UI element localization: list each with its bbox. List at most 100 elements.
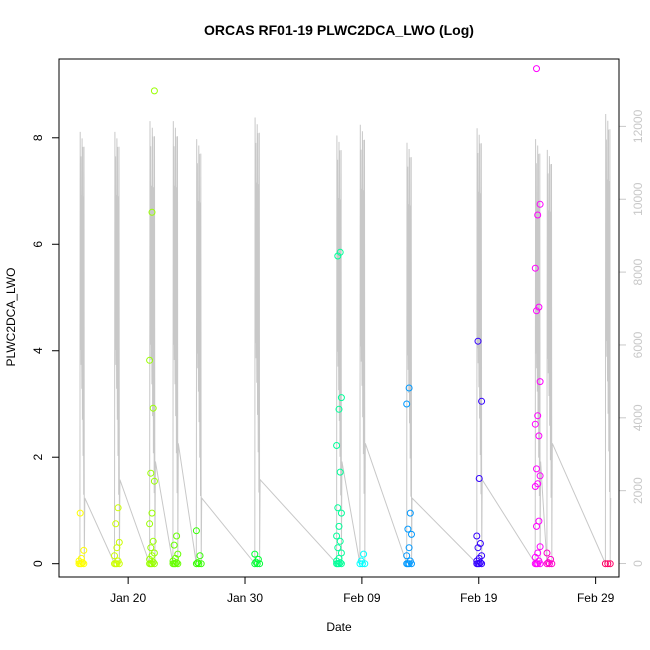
data-point — [149, 404, 157, 412]
data-point — [147, 544, 155, 552]
data-point — [534, 412, 542, 420]
data-point — [146, 356, 154, 364]
x-axis-label: Date — [326, 620, 352, 634]
data-point — [150, 549, 158, 557]
data-point — [114, 504, 122, 512]
data-point — [336, 468, 344, 476]
data-point — [146, 555, 154, 563]
data-point — [535, 557, 543, 565]
data-point — [251, 560, 259, 568]
y-tick-label: 8 — [31, 134, 45, 141]
data-point — [192, 527, 200, 535]
y2-tick-label: 2000 — [631, 477, 645, 504]
data-point — [336, 559, 344, 567]
data-point — [533, 65, 540, 73]
series-rf01 — [75, 509, 88, 568]
data-point — [533, 465, 540, 473]
data-point — [478, 397, 486, 405]
y-axis-label: PLWC2DCA_LWO — [4, 268, 18, 367]
data-point — [197, 560, 205, 568]
data-point — [334, 504, 342, 512]
data-point — [335, 405, 343, 413]
data-point — [403, 400, 411, 408]
data-point — [545, 560, 553, 568]
data-point — [148, 509, 156, 517]
series-rf09 — [403, 384, 415, 568]
series-rf12 — [543, 549, 556, 568]
data-point — [337, 394, 345, 402]
data-point — [360, 550, 368, 558]
data-point — [535, 303, 543, 311]
y-tick-label: 6 — [31, 241, 45, 248]
data-point — [80, 546, 88, 554]
data-point — [408, 530, 415, 538]
data-point — [601, 560, 609, 568]
data-point — [77, 554, 85, 562]
data-point — [535, 517, 543, 525]
x-tick-label: Jan 20 — [110, 591, 146, 605]
data-point — [334, 252, 342, 260]
series-rf13 — [601, 560, 614, 568]
data-point — [79, 559, 87, 567]
y2-tick-label: 12000 — [631, 109, 645, 143]
altitude-series — [79, 113, 612, 566]
y2-tick-label: 6000 — [631, 331, 645, 358]
data-point — [543, 549, 551, 557]
data-point — [548, 560, 556, 568]
data-point — [474, 337, 482, 345]
y-tick-label: 2 — [31, 454, 45, 461]
y-tick-label: 4 — [31, 347, 45, 354]
x-tick-label: Feb 29 — [577, 591, 615, 605]
series-rf07 — [333, 248, 345, 568]
data-point — [473, 532, 481, 540]
data-point — [192, 560, 200, 568]
data-point — [253, 560, 261, 568]
data-point — [195, 560, 203, 568]
data-point — [406, 509, 414, 517]
data-point — [251, 550, 259, 558]
data-point — [173, 559, 181, 567]
y-tick-label: 0 — [31, 560, 45, 567]
data-point — [149, 537, 157, 545]
y2-tick-label: 4000 — [631, 404, 645, 431]
data-point — [254, 555, 262, 563]
y2-tick-label: 8000 — [631, 258, 645, 285]
data-point — [336, 248, 344, 256]
data-point — [536, 472, 544, 480]
series-rf06 — [251, 550, 264, 568]
data-point — [335, 522, 343, 530]
data-point — [150, 560, 158, 568]
data-point — [531, 264, 539, 272]
series-rf10 — [473, 337, 486, 568]
data-point — [115, 538, 123, 546]
data-point — [196, 552, 204, 560]
x-tick-label: Jan 30 — [227, 591, 263, 605]
data-point — [170, 541, 178, 549]
chart-title: ORCAS RF01-19 PLWC2DCA_LWO (Log) — [204, 22, 474, 38]
data-point — [333, 442, 341, 449]
data-point — [543, 560, 551, 568]
data-point — [534, 549, 542, 557]
data-point — [476, 540, 484, 547]
data-point — [405, 544, 413, 552]
data-point — [150, 87, 158, 95]
data-point — [536, 543, 544, 551]
data-point — [337, 509, 345, 517]
data-point — [336, 537, 344, 545]
series-rf05 — [192, 527, 205, 568]
data-points — [75, 65, 614, 568]
data-point — [478, 552, 486, 560]
series-rf02 — [111, 504, 123, 568]
data-point — [531, 420, 539, 428]
data-point — [337, 549, 345, 557]
altitude-line — [79, 113, 612, 566]
data-point — [174, 550, 182, 558]
plot-frame — [58, 58, 620, 578]
data-point — [148, 208, 156, 216]
data-point — [334, 544, 342, 552]
series-rf11 — [531, 65, 544, 568]
data-point — [404, 525, 412, 533]
data-point — [606, 560, 614, 568]
data-point — [406, 557, 414, 565]
data-point — [533, 307, 540, 315]
